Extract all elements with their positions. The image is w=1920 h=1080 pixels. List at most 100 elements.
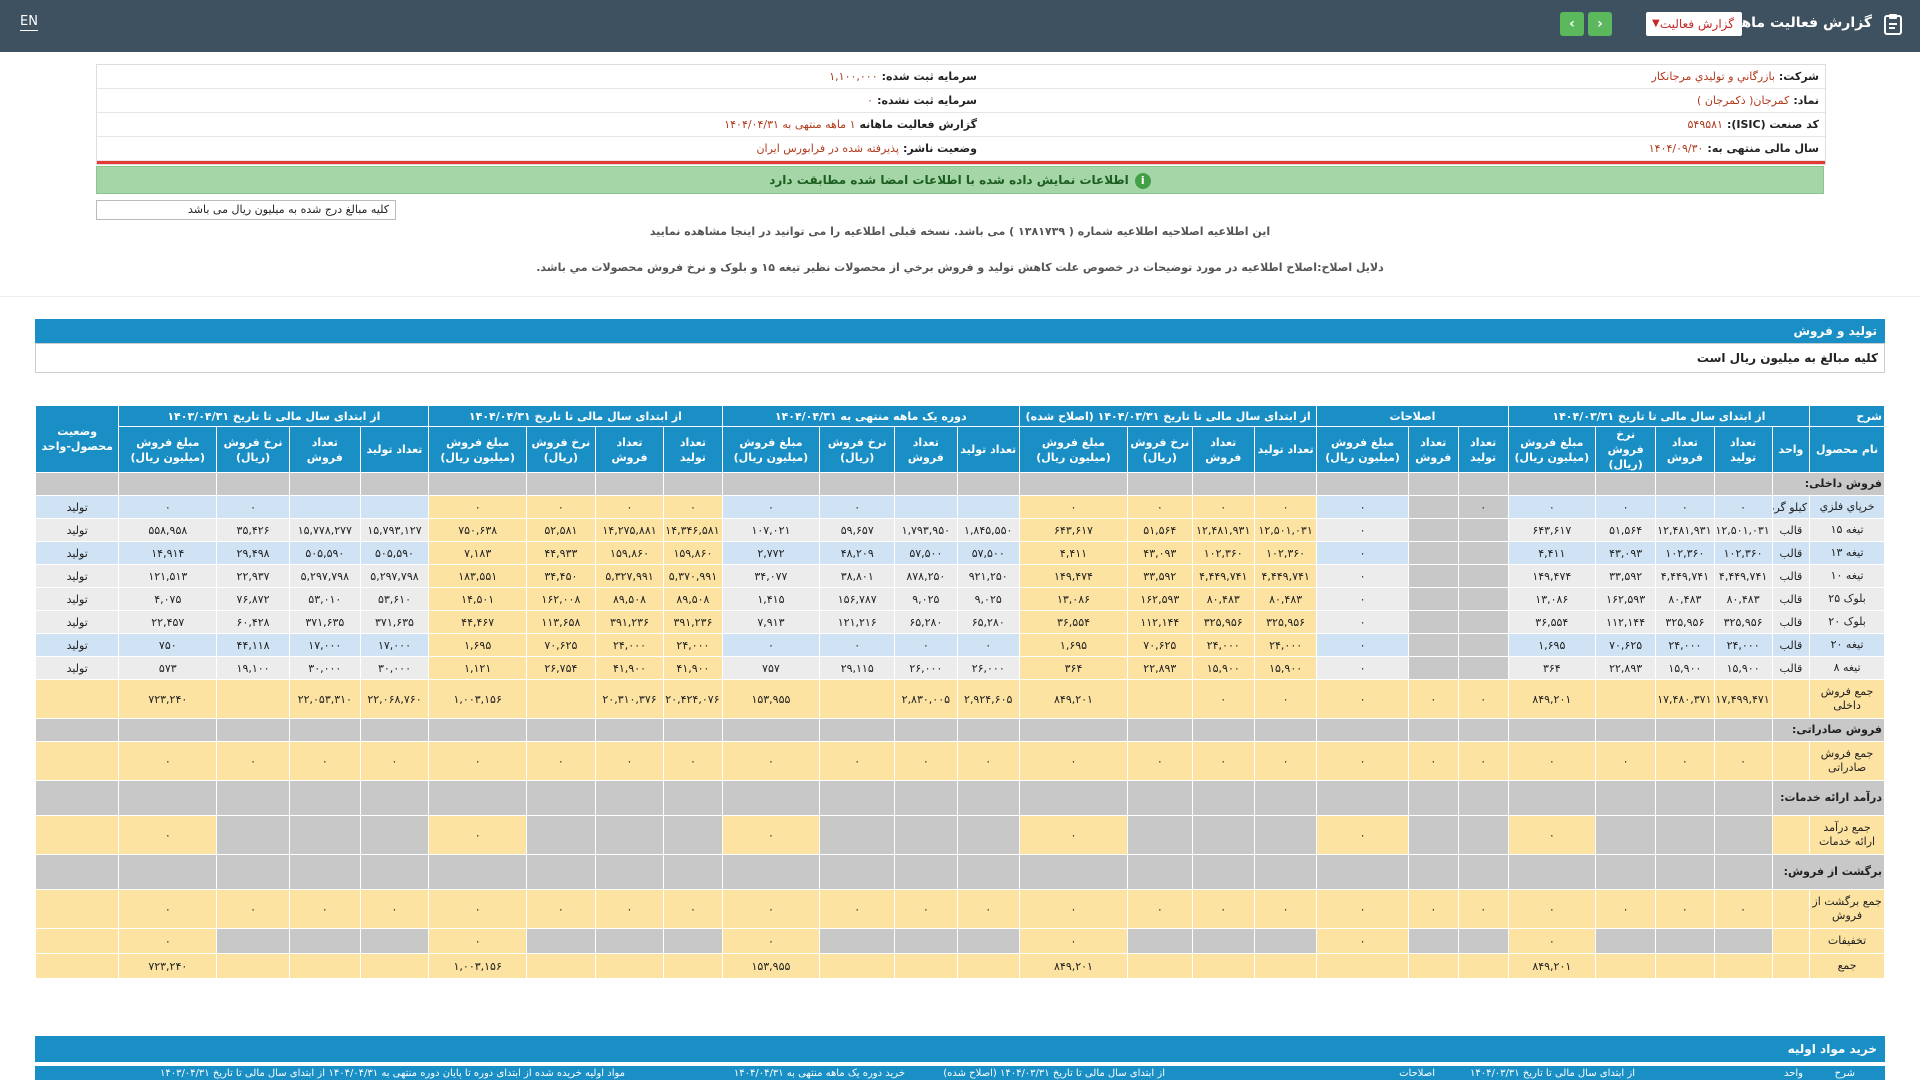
amendment-reason: دلایل اصلاح:اصلاح اطلاعیه در مورد توضیحا… (536, 261, 1384, 274)
prev-report-button[interactable]: ‹ (1560, 12, 1584, 36)
language-switch[interactable]: EN (20, 14, 38, 31)
table-cell: تولید (34, 610, 120, 634)
table-cell (288, 815, 361, 855)
table-cell (819, 718, 896, 742)
table-cell: ۲۴,۰۰۰ (594, 633, 665, 657)
col-header: تعداد تولید (663, 426, 723, 473)
table-cell: ۸۹,۵۰۸ (594, 587, 665, 611)
table-cell (1407, 495, 1459, 519)
report-period-label: گزارش فعالیت ماهانه (859, 118, 978, 131)
table-cell (526, 815, 596, 855)
col-header: مبلغ فروش (میلیون ریال) (721, 426, 821, 473)
report-type-select[interactable]: گزارش فعالیت ▼ (1646, 12, 1742, 36)
fiscal-year-value: ۱۴۰۴/۰۹/۳۰ (1648, 142, 1704, 155)
total-services-row: جمع درآمد ارائه خدمات ۰ ۰ ۰ ۰ ۰ ۰ (34, 815, 1885, 855)
unit-note: کلیه مبالغ درج شده به میلیون ریال می باش… (96, 200, 396, 220)
col-header: تعداد تولید (1713, 426, 1773, 473)
capital-unregistered-label: سرمایه ثبت نشده: (877, 94, 977, 107)
table-cell: ۲۶,۰۰۰ (956, 656, 1020, 680)
table-cell: ۰ (819, 495, 896, 519)
table-cell: ۳۷۱,۶۳۵ (359, 610, 430, 634)
table-cell (216, 472, 290, 496)
col-header: تعداد فروش (1407, 426, 1459, 473)
table-cell: ۲,۹۲۴,۶۰۵ (956, 679, 1020, 719)
capital-registered-label: سرمایه ثبت شده: (881, 70, 977, 83)
col-header: تعداد فروش (1655, 426, 1715, 473)
table-row: تیغه ۱۳ قالب ۱۰۲,۳۶۰ ۱۰۲,۳۶۰ ۴۳,۰۹۳ ۴,۴۱۱ ۰ ۱۰۲… (34, 541, 1885, 565)
table-cell (663, 718, 723, 742)
table-cell: ۱۲,۴۸۱,۹۳۱ (1191, 518, 1255, 542)
table-cell (526, 953, 596, 979)
symbol-value[interactable]: کمرجان( ذکمرجان ) (1697, 94, 1790, 107)
table-cell (1507, 780, 1596, 816)
table-cell: ۲۴,۰۰۰ (1713, 633, 1773, 657)
table-cell (1253, 718, 1318, 742)
table-cell: ۰ (1457, 889, 1509, 929)
table-cell: ۰ (1127, 741, 1193, 781)
table-cell: ۱۰۲,۳۶۰ (1253, 541, 1318, 565)
table-cell: ۳۲۵,۹۵۶ (1253, 610, 1318, 634)
table-cell: ۰ (1457, 679, 1509, 719)
table-cell (894, 854, 958, 890)
table-cell (594, 472, 665, 496)
table-cell (1127, 854, 1193, 890)
table-cell (359, 854, 430, 890)
table-cell: ۰ (428, 889, 528, 929)
table-cell: ۱۲,۵۰۱,۰۳۱ (1253, 518, 1318, 542)
table-cell: ۱,۶۹۵ (1018, 633, 1129, 657)
fiscal-year-label: سال مالی منتهی به: (1707, 142, 1819, 155)
table-cell (1018, 718, 1129, 742)
table-cell (956, 928, 1020, 954)
table-cell: ۰ (428, 928, 528, 954)
table-cell (1457, 656, 1509, 680)
table-cell (526, 780, 596, 816)
col-header: تعداد فروش (1191, 426, 1255, 473)
table-cell (118, 472, 218, 496)
table-row: بلوک ۲۰ قالب ۳۲۵,۹۵۶ ۳۲۵,۹۵۶ ۱۱۲,۱۴۴ ۳۶,۵۵۴ ۰ ۳… (34, 610, 1885, 634)
category-returns-label: برگشت از فروش: (1771, 854, 1886, 890)
table-cell (1316, 472, 1409, 496)
table-cell (1407, 656, 1459, 680)
table-cell: ۴,۰۷۵ (118, 587, 218, 611)
table-cell: تولید (34, 541, 120, 565)
category-services-label: درآمد ارائه خدمات: (1771, 780, 1886, 816)
table-cell (721, 854, 821, 890)
amendment-message[interactable]: این اطلاعیه اصلاحیه اطلاعیه شماره ( ۱۳۸۱… (649, 225, 1271, 238)
table-cell: ۳۳,۵۹۲ (1127, 564, 1193, 588)
col-header: نرخ فروش (ریال) (526, 426, 596, 473)
table-cell (1457, 928, 1509, 954)
table-cell (1594, 472, 1657, 496)
table-cell: ۱۷,۴۹۹,۴۷۱ (1713, 679, 1773, 719)
table-cell (1127, 780, 1193, 816)
table-cell: ۱۴۹,۴۷۴ (1018, 564, 1129, 588)
table-cell: ۱۰۲,۳۶۰ (1713, 541, 1773, 565)
table-cell: ۰ (526, 741, 596, 781)
table-cell: ۲۲,۹۳۷ (216, 564, 290, 588)
table-cell (894, 953, 958, 979)
raw-materials-col-header: مواد اولیه خریده شده از ابتدای دوره تا پ… (328, 1068, 625, 1079)
table-cell: ۲۰,۴۲۴,۰۷۶ (663, 679, 723, 719)
row-label: تیغه ۲۰ (1809, 633, 1885, 657)
table-cell: ۰ (1507, 741, 1596, 781)
table-row: تیغه ۱۰ قالب ۴,۴۴۹,۷۴۱ ۴,۴۴۹,۷۴۱ ۳۳,۵۹۲ ۱۴۹,۴… (34, 564, 1885, 588)
col-header: تعداد فروش (288, 426, 361, 473)
table-cell (428, 718, 528, 742)
table-cell (1407, 633, 1459, 657)
table-cell: ۳۴,۴۵۰ (526, 564, 596, 588)
table-cell (1407, 780, 1459, 816)
table-cell: ۵,۳۷۰,۹۹۱ (663, 564, 723, 588)
table-cell: ۶۴۳,۶۱۷ (1018, 518, 1129, 542)
table-cell: کيلو گرم (1771, 495, 1811, 519)
table-cell: ۰ (428, 741, 528, 781)
table-cell: ۰ (1253, 889, 1318, 929)
table-cell: ۱۵۹,۸۶۰ (594, 541, 665, 565)
table-cell (1457, 472, 1509, 496)
table-cell: ۱۶۲,۵۹۳ (1594, 587, 1657, 611)
info-row-3: کد صنعت (ISIC):۵۴۹۵۸۱ گزارش فعالیت ماهان… (97, 113, 1825, 137)
company-label: شرکت: (1778, 70, 1819, 83)
next-report-button[interactable]: › (1588, 12, 1612, 36)
table-cell (1253, 472, 1318, 496)
table-cell (526, 854, 596, 890)
table-cell: ۱۱۲,۱۴۴ (1594, 610, 1657, 634)
table-cell (956, 854, 1020, 890)
